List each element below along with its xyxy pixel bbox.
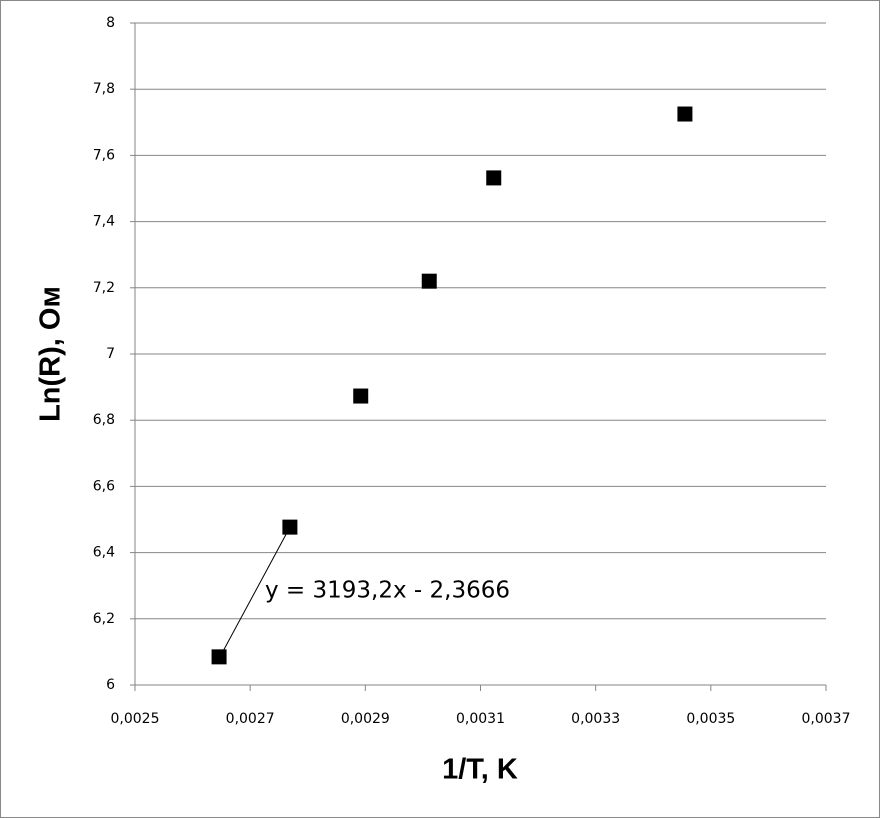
y-tick-label: 7,6 — [93, 147, 115, 163]
data-point — [353, 388, 369, 404]
x-tick-label: 0,0035 — [686, 711, 735, 727]
trendline-equation: y = 3193,2x - 2,3666 — [265, 578, 510, 604]
x-tick-label: 0,0027 — [226, 711, 275, 727]
y-tick-label: 6,6 — [93, 478, 115, 494]
y-tick-label: 6,4 — [93, 545, 115, 561]
data-point — [211, 649, 227, 665]
x-tick-label: 0,0031 — [456, 711, 505, 727]
y-tick-label: 6,8 — [93, 412, 115, 428]
x-tick-label: 0,0033 — [571, 711, 620, 727]
x-axis-title: 1/T, K — [442, 754, 518, 786]
x-tick-label: 0,0037 — [802, 711, 851, 727]
x-tick-label: 0,0025 — [111, 711, 160, 727]
y-tick-label: 7,8 — [93, 81, 115, 97]
label-leader — [220, 526, 291, 656]
x-tick-label: 0,0029 — [341, 711, 390, 727]
data-point — [282, 519, 298, 535]
data-point — [486, 170, 502, 186]
data-point — [421, 273, 437, 289]
y-tick-label: 7 — [106, 346, 115, 362]
y-axis-title: Ln(R), Ом — [35, 286, 67, 422]
y-tick-label: 7,4 — [93, 214, 115, 230]
y-tick-label: 6 — [106, 677, 115, 693]
y-tick-label: 6,2 — [93, 611, 115, 627]
y-tick-label: 7,2 — [93, 280, 115, 296]
data-point — [677, 106, 693, 122]
y-tick-label: 8 — [106, 15, 115, 31]
